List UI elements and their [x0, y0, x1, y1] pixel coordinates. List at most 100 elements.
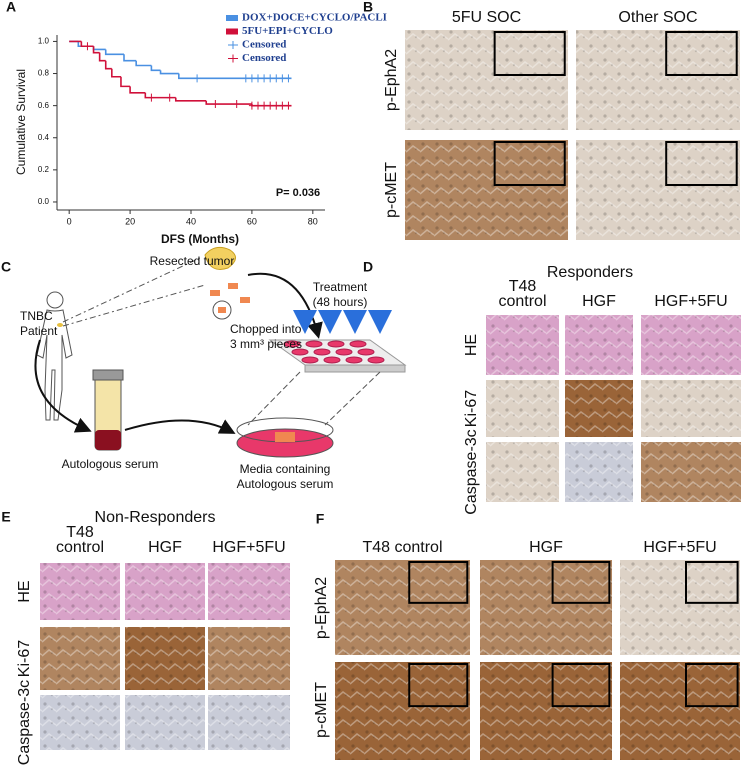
label: 5FU+EPI+CYCLO — [242, 25, 333, 37]
micrograph-texture — [208, 627, 290, 690]
censor-mark — [233, 100, 240, 109]
label: T48 control — [362, 539, 442, 556]
legend-marker — [226, 15, 238, 21]
censor-mark — [285, 74, 292, 83]
survival-step — [92, 46, 106, 51]
label: Patient — [20, 324, 58, 338]
micrograph-texture — [40, 627, 120, 690]
censor-mark — [261, 74, 268, 83]
survival-step — [129, 86, 146, 94]
micrograph-texture — [565, 442, 633, 502]
label: Censored — [242, 52, 286, 64]
label: 60 — [247, 216, 257, 226]
survival-step — [135, 60, 152, 67]
inset-box — [685, 663, 739, 708]
label: 0.4 — [38, 133, 50, 142]
label: Non-Responders — [95, 509, 216, 526]
label: B — [363, 0, 373, 15]
label: C — [1, 259, 11, 275]
censor-mark — [279, 74, 286, 83]
label: p-cMET — [383, 162, 400, 218]
label: 0 — [67, 216, 72, 226]
label: Autologous serum — [62, 457, 159, 471]
censor-mark — [267, 74, 274, 83]
label: HGF — [529, 539, 563, 556]
diagram-c — [34, 246, 407, 458]
label: E — [1, 509, 10, 525]
censor-mark — [84, 42, 91, 51]
censor-mark — [148, 93, 155, 102]
label: D — [363, 259, 373, 275]
label: HGF+5FU — [212, 539, 285, 556]
legend-marker — [226, 28, 238, 35]
censor-mark — [248, 74, 255, 83]
micrograph-texture — [576, 140, 740, 240]
censor-mark — [248, 101, 255, 110]
inset-box — [493, 31, 566, 76]
micrograph-texture — [620, 560, 740, 655]
label: TNBC — [20, 309, 53, 323]
label: HE — [463, 334, 480, 356]
label: T48 — [509, 278, 537, 295]
label: 1.0 — [38, 37, 50, 46]
micrograph-texture — [565, 315, 633, 375]
label: p-EphA2 — [383, 49, 400, 111]
censor-mark — [166, 93, 173, 102]
micrograph-texture — [125, 695, 205, 750]
micrograph-texture — [335, 662, 470, 760]
micrograph-texture — [480, 560, 612, 655]
label: control — [56, 539, 104, 556]
censor-mark — [273, 74, 280, 83]
label: P= 0.036 — [276, 187, 320, 199]
censor-mark — [255, 101, 261, 110]
micrograph-texture — [620, 662, 740, 760]
inset-box — [408, 561, 469, 604]
micrograph-texture — [40, 695, 120, 750]
label: HGF — [582, 293, 616, 310]
label: 0.0 — [38, 197, 50, 206]
micrograph-texture — [576, 30, 740, 130]
survival-step — [150, 65, 161, 72]
survival-step — [123, 54, 137, 62]
label: 80 — [308, 216, 318, 226]
survival-step — [178, 73, 292, 80]
micrograph-texture — [335, 560, 470, 655]
censor-mark — [267, 101, 274, 110]
micrograph-texture — [405, 140, 568, 240]
micrograph-texture — [565, 380, 633, 437]
label: DFS (Months) — [161, 232, 239, 246]
inset-box — [408, 663, 469, 708]
label: Autologous serum — [237, 477, 334, 491]
label: 0.8 — [38, 69, 50, 78]
micrograph-texture — [641, 315, 741, 375]
inset-box — [551, 561, 611, 604]
micrograph-texture — [40, 563, 120, 620]
label: p-cMET — [313, 682, 330, 738]
survival-step — [174, 97, 207, 102]
survival-step — [92, 46, 100, 54]
micrograph-texture — [480, 662, 612, 760]
label: Caspase-3c — [463, 429, 480, 514]
micrograph-texture — [208, 695, 290, 750]
label: 3 mm³ pieces — [230, 337, 302, 351]
label: Responders — [547, 264, 633, 281]
survival-step — [111, 68, 121, 78]
survival-step — [120, 76, 131, 88]
label: Ki-67 — [463, 390, 480, 427]
label: control — [498, 293, 546, 310]
label: T48 — [66, 524, 94, 541]
label: Censored — [242, 39, 286, 51]
censor-mark — [279, 101, 286, 110]
label: Ki-67 — [16, 640, 33, 677]
label: DOX+DOCE+CYCLO/PACLI — [242, 12, 387, 24]
label: Resected tumor — [150, 254, 235, 268]
label: 0.2 — [38, 165, 50, 174]
micrograph-texture — [641, 442, 741, 502]
inset-box — [493, 141, 566, 186]
censor-mark — [273, 101, 280, 110]
label: HGF+5FU — [643, 539, 716, 556]
micrograph-texture — [486, 442, 559, 502]
censor-mark — [261, 101, 268, 110]
micrograph-texture — [641, 380, 741, 437]
